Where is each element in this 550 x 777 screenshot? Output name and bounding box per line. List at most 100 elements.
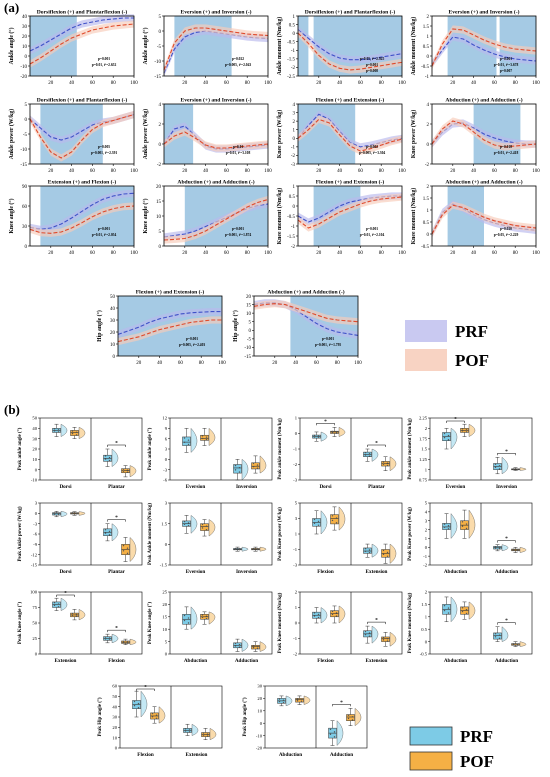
prf-point [329, 733, 332, 736]
line-chart-title: Abduction (+) and Adduction (-) [445, 179, 522, 186]
prf-point [329, 728, 332, 731]
x-tick-label: 80 [379, 169, 385, 174]
line-chart-12: Abduction (+) and Adduction (-) -0.5 0 0.5 1… [410, 179, 540, 257]
pof-point [252, 462, 255, 465]
prf-point [313, 518, 316, 521]
line-chart-4: Eversion (+) and Inversion (-) -1 -0.5 0 0.5… [410, 9, 540, 87]
group-label: Abduction [444, 569, 467, 575]
pof-point [126, 471, 129, 473]
y-tick-label: -20 [256, 746, 263, 751]
y-tick-label: -0.5 [421, 245, 429, 250]
pof-point [461, 521, 464, 523]
box-chart-9: Extension Flexion * * 0 25 50 75 100 Peak Knee an… [18, 590, 143, 664]
significance-star: * [505, 618, 508, 624]
line-chart-10: Abduction (+) and Adduction (-) 0 5 10 15 20 2… [142, 179, 272, 257]
group-label: Extension [55, 658, 77, 664]
prf-point [443, 432, 446, 435]
prf-violin [336, 720, 344, 746]
y-tick-label: 0.5 [289, 195, 296, 200]
y-tick-label: 50 [110, 295, 116, 300]
y-tick-label: 5 [165, 639, 168, 644]
plot-frame [431, 185, 537, 247]
prf-box [363, 547, 372, 554]
prf-mean-line [431, 36, 537, 65]
y-tick-label: 0 [165, 652, 168, 657]
legend-a-pof-swatch [405, 349, 447, 371]
x-tick-label: 40 [203, 81, 209, 86]
y-tick-label: 0 [165, 542, 168, 547]
pof-mean-line [29, 205, 135, 234]
stat-annotation: p=0.01 [233, 145, 244, 149]
legend-b-pof-swatch [409, 751, 453, 771]
pof-point [386, 462, 389, 464]
pof-sd-band [432, 201, 536, 238]
prf-point [53, 430, 56, 432]
y-tick-label: -2 [293, 652, 298, 657]
pof-mean-line [163, 27, 269, 71]
box-chart-1: Dorsi Plantar * -10 0 10 20 30 40 50 Peak ankle an… [18, 416, 143, 490]
stat-annotation: p=0.008 [366, 69, 378, 73]
x-tick-label: 100 [130, 169, 138, 174]
pof-box [381, 636, 390, 642]
prf-violin [501, 456, 509, 475]
pof-point [71, 512, 74, 515]
y-tick-label: -1.5 [287, 235, 295, 240]
prf-point [104, 455, 107, 457]
prf-box [233, 464, 242, 474]
line-chart-6: Eversion (+) and Inversion (-) -2 0 2 4 20 40 6… [142, 97, 272, 175]
pof-violin [259, 641, 267, 652]
y-tick-label: 0 [293, 32, 296, 37]
pof-point [201, 527, 204, 529]
stat-annotation: p=0.001, t²=2.391 [91, 151, 118, 155]
y-axis-label: Peak ankle angle (°) [18, 427, 23, 470]
y-tick-label: 3 [165, 447, 168, 452]
pof-point [205, 439, 208, 441]
y-tick-label: 9 [165, 426, 168, 431]
y-tick-label: 15 [162, 615, 167, 620]
prf-point [447, 434, 450, 437]
pof-point [512, 549, 515, 551]
box-chart-14: Abduction Adduction * -20 -10 0 10 20 30 Peak Hip… [243, 684, 368, 758]
y-tick-label: 12 [162, 416, 167, 421]
prf-point [443, 604, 446, 607]
x-tick-label: 40 [471, 169, 477, 174]
prf-point [104, 458, 107, 460]
significance-bracket [56, 594, 75, 597]
y-tick-label: -3 [291, 163, 296, 168]
y-tick-label: 4 [425, 510, 428, 515]
pof-point [205, 525, 208, 527]
pof-box [251, 462, 260, 470]
pof-point [386, 551, 389, 554]
prf-point [183, 523, 186, 526]
pof-point [201, 435, 204, 437]
prf-point [53, 513, 56, 515]
line-chart-title: Flexion (+) and Extension (-) [316, 179, 385, 186]
y-tick-label: 1.5 [423, 197, 430, 202]
stat-annotation: p=0.001 [500, 57, 512, 61]
prf-violin [285, 695, 293, 707]
stat-annotation: p=0.001 [366, 227, 378, 231]
y-tick-label: 10 [22, 45, 28, 50]
group-label: Flexion [108, 658, 125, 664]
stat-annotation: p=0.01, t²=2.104 [360, 233, 385, 237]
y-tick-label: 25 [162, 590, 167, 595]
pof-point [122, 470, 125, 472]
x-tick-label: 60 [90, 169, 96, 174]
prf-point [447, 439, 450, 441]
y-tick-label: 1.75 [419, 436, 428, 441]
y-tick-label: 2 [295, 590, 298, 595]
line-chart-title: Flexion (+) and Extension (-) [316, 97, 385, 104]
prf-sd-band [164, 27, 268, 77]
significance-bracket [497, 453, 516, 456]
prf-violin [190, 606, 198, 630]
prf-point [364, 451, 367, 454]
prf-point [278, 700, 281, 703]
prf-point [498, 637, 501, 640]
y-tick-label: 90 [22, 185, 28, 190]
x-tick-label: 60 [314, 361, 320, 366]
pof-point [201, 614, 204, 616]
pof-box [200, 434, 209, 441]
pof-point [465, 612, 468, 615]
prf-point [364, 454, 367, 456]
y-tick-label: 0 [159, 30, 162, 35]
